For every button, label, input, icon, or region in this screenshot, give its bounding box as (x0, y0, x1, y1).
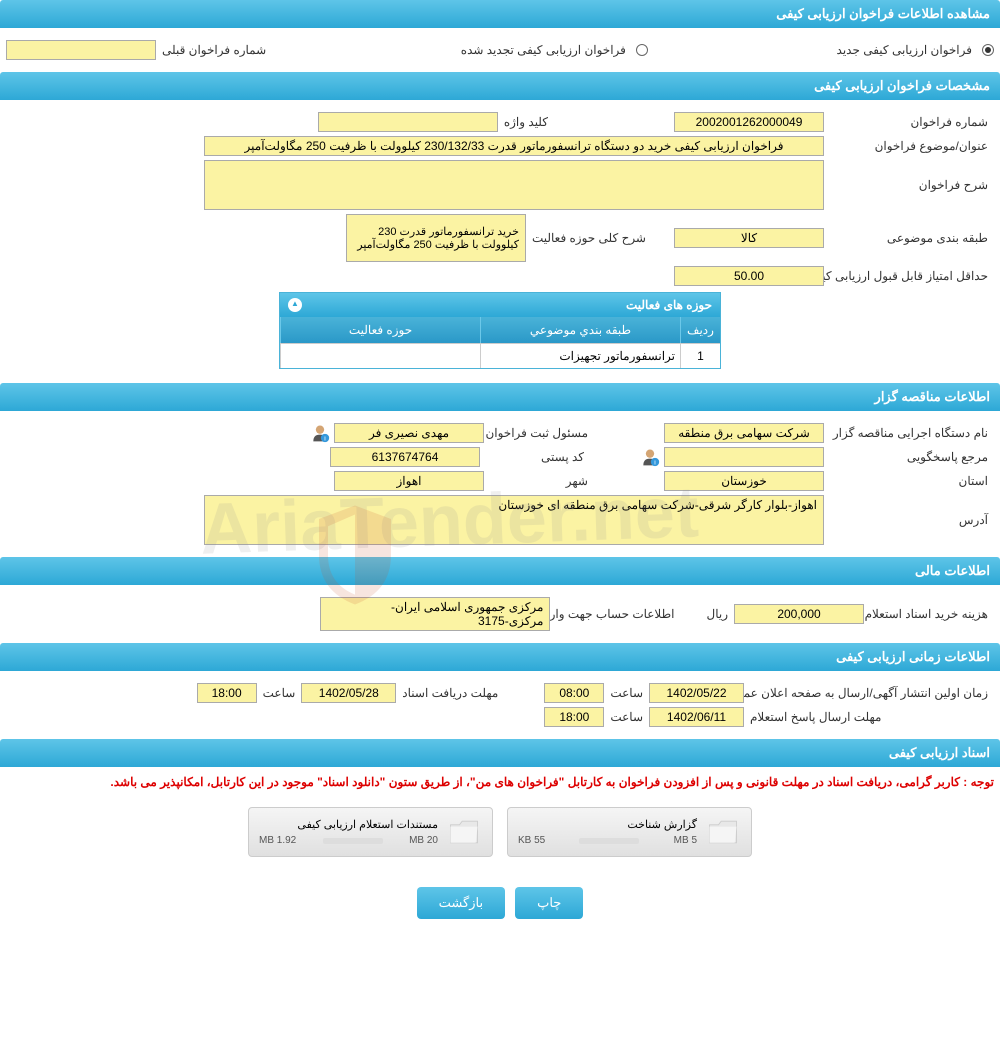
header-timing: اطلاعات زمانی ارزیابی کیفی (0, 643, 1000, 671)
header-financial: اطلاعات مالی (0, 557, 1000, 585)
field-inquiry-time: 18:00 (544, 707, 604, 727)
field-keyword (318, 112, 498, 132)
file1-used: 55 KB (518, 835, 545, 846)
label-cost: هزینه خرید اسناد استعلام ارزیابی کیفی (864, 607, 994, 621)
file-box-1[interactable]: گزارش شناخت 5 MB 55 KB (507, 807, 752, 857)
file1-title: گزارش شناخت (518, 818, 697, 831)
label-time-2: ساعت (257, 686, 302, 700)
label-postal: کد پستی (480, 450, 590, 464)
label-min-score: حداقل امتیاز قابل قبول ارزیابی کیفی (824, 269, 994, 283)
label-desc: شرح فراخوان (824, 178, 994, 192)
label-responder: مرجع پاسخگویی (824, 450, 994, 464)
field-call-num: 2002001262000049 (674, 112, 824, 132)
label-keyword: کلید واژه (498, 115, 554, 129)
label-city: شهر (484, 474, 594, 488)
field-registrar: مهدی نصیری فر (334, 423, 484, 443)
label-cost-unit: ریال (700, 607, 734, 621)
label-account: اطلاعات حساب جهت واریز هزینه خرید اسناد (550, 607, 680, 621)
field-desc (204, 160, 824, 210)
label-province: استان (824, 474, 994, 488)
field-address: اهواز-بلوار کارگر شرقی-شرکت سهامی برق من… (204, 495, 824, 545)
field-cost: 200,000 (734, 604, 864, 624)
activity-table-title: حوزه های فعالیت (626, 298, 712, 312)
file1-progress (579, 838, 639, 844)
label-subject: عنوان/موضوع فراخوان (824, 139, 994, 153)
td-row: 1 (680, 343, 720, 368)
folder-icon (446, 814, 482, 850)
label-deadline: مهلت دریافت اسناد (396, 686, 504, 700)
th-category: طبقه بندي موضوعي (480, 317, 680, 343)
file1-size: 5 MB (674, 835, 697, 846)
field-category: کالا (674, 228, 824, 248)
field-province: خوزستان (664, 471, 824, 491)
label-org: نام دستگاه اجرایی مناقصه گزار (824, 426, 994, 440)
file-box-2[interactable]: مستندات استعلام ارزیابی کیفی 20 MB 1.92 … (248, 807, 493, 857)
field-publish-time: 08:00 (544, 683, 604, 703)
field-inquiry-date: 1402/06/11 (649, 707, 744, 727)
file2-size: 20 MB (409, 835, 438, 846)
field-responder (664, 447, 824, 467)
label-time-1: ساعت (604, 686, 649, 700)
field-min-score: 50.00 (674, 266, 824, 286)
label-inquiry: مهلت ارسال پاسخ استعلام (744, 710, 994, 724)
label-activity-desc: شرح کلی حوزه فعالیت (526, 231, 652, 245)
field-prev-num (6, 40, 156, 60)
collapse-icon[interactable] (288, 298, 302, 312)
field-subject: فراخوان ارزیابی کیفی خرید دو دستگاه تران… (204, 136, 824, 156)
notice-text: توجه : کاربر گرامی، دریافت اسناد در مهلت… (0, 767, 1000, 797)
label-new-call: فراخوان ارزیابی کیفی جدید (831, 43, 978, 57)
file2-used: 1.92 MB (259, 835, 296, 846)
header-spec: مشخصات فراخوان ارزیابی کیفی (0, 72, 1000, 100)
print-button[interactable]: چاپ (515, 887, 583, 919)
field-postal: 6137674764 (330, 447, 480, 467)
field-org: شرکت سهامی برق منطقه (664, 423, 824, 443)
radio-renewed[interactable] (636, 44, 648, 56)
label-renewed-call: فراخوان ارزیابی کیفی تجدید شده (455, 43, 632, 57)
th-row: ردیف (680, 317, 720, 343)
user-icon-2[interactable]: i (640, 447, 660, 467)
td-activity (280, 343, 480, 368)
header-tenderer: اطلاعات مناقصه گزار (0, 383, 1000, 411)
td-category: ترانسفورماتور تجهیزات (480, 343, 680, 368)
folder-icon (705, 814, 741, 850)
label-registrar: مسئول ثبت فراخوان (484, 426, 594, 440)
th-activity: حوزه فعالیت (280, 317, 480, 343)
field-activity-desc: خرید ترانسفورماتور قدرت 230 کیلوولت با ظ… (346, 214, 526, 262)
file2-title: مستندات استعلام ارزیابی کیفی (259, 818, 438, 831)
header-main: مشاهده اطلاعات فراخوان ارزیابی کیفی (0, 0, 1000, 28)
field-city: اهواز (334, 471, 484, 491)
label-prev-num: شماره فراخوان قبلی (156, 43, 272, 57)
back-button[interactable]: بازگشت (417, 887, 505, 919)
activity-table: حوزه های فعالیت ردیف طبقه بندي موضوعي حو… (279, 292, 721, 369)
radio-new[interactable] (982, 44, 994, 56)
header-docs: اسناد ارزیابی کیفی (0, 739, 1000, 767)
label-call-num: شماره فراخوان (824, 115, 994, 129)
field-deadline-date: 1402/05/28 (301, 683, 396, 703)
label-category: طبقه بندی موضوعی (824, 231, 994, 245)
user-icon[interactable]: i (310, 423, 330, 443)
label-address: آدرس (824, 513, 994, 527)
field-account: مرکزی جمهوری اسلامی ایران-مرکزی-3175 (320, 597, 550, 631)
field-publish-date: 1402/05/22 (649, 683, 744, 703)
field-deadline-time: 18:00 (197, 683, 257, 703)
label-time-3: ساعت (604, 710, 649, 724)
label-publish: زمان اولین انتشار آگهی/ارسال به صفحه اعل… (744, 686, 994, 700)
file2-progress (323, 838, 383, 844)
